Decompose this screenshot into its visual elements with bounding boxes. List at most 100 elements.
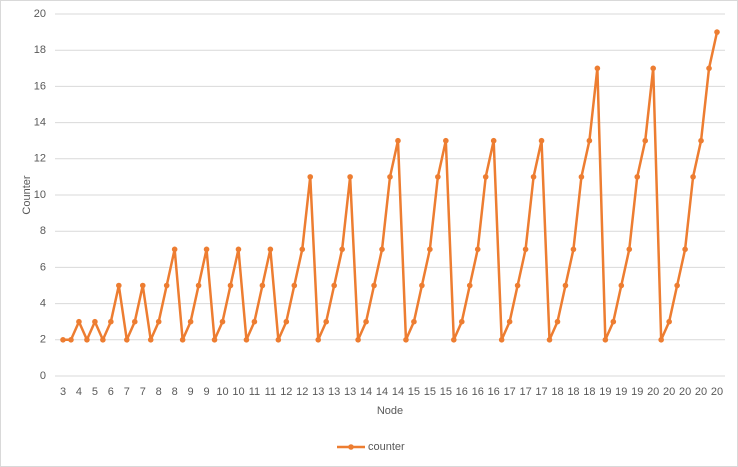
data-point [84,337,90,343]
x-tick-label: 19 [615,386,627,398]
x-tick-label: 10 [232,386,244,398]
data-point [594,65,601,72]
y-tick-label: 16 [34,80,46,92]
data-point [642,137,649,144]
data-point [403,337,409,343]
x-tick-label: 16 [456,386,468,398]
data-point [195,282,202,289]
data-point [347,174,353,180]
x-tick-label: 4 [76,386,82,398]
data-point [554,318,561,325]
data-point [131,318,138,325]
x-axis-title: Node [377,405,403,417]
x-tick-label: 11 [249,386,260,398]
x-tick-label: 13 [344,386,356,398]
data-point [387,174,393,180]
y-tick-label: 0 [40,370,46,382]
data-point [355,337,361,343]
y-tick-label: 6 [40,261,46,273]
data-point [586,137,593,144]
y-axis-title: Counter [21,175,33,214]
y-tick-label: 18 [34,44,46,56]
data-point [259,282,266,289]
data-point [283,318,290,325]
x-tick-label: 8 [156,386,162,398]
data-point [690,174,696,180]
data-point [363,318,369,325]
data-point [251,318,258,325]
data-point [155,318,162,325]
x-tick-label: 8 [172,386,178,398]
x-tick-label: 20 [647,386,659,398]
x-tick-label: 6 [108,386,114,398]
data-point [530,174,537,180]
data-point [538,137,545,144]
x-tick-label: 15 [408,386,420,398]
legend-marker [348,444,354,450]
x-tick-label: 9 [188,386,194,398]
data-point [116,282,122,289]
x-tick-label: 7 [140,386,146,398]
data-point [522,246,529,253]
x-tick-label: 19 [631,386,643,398]
data-point [124,337,130,343]
data-point [482,174,489,180]
y-tick-label: 14 [34,117,46,129]
y-tick-label: 2 [40,334,46,346]
data-point [315,337,322,343]
data-point [299,246,306,253]
y-tick-label: 20 [34,8,46,20]
data-point [674,282,680,289]
data-point [443,137,449,144]
x-tick-label: 13 [328,386,340,398]
x-tick-label: 15 [424,386,436,398]
data-point [578,174,585,180]
data-point [602,337,609,343]
data-point [562,282,569,289]
data-point [307,174,314,180]
data-point [92,318,98,325]
data-point [275,337,282,343]
data-point [291,282,298,289]
data-point [147,337,154,343]
data-point [395,137,401,144]
data-point [435,174,441,180]
data-point [490,137,497,144]
data-point [618,282,625,289]
data-point [714,29,720,35]
x-tick-label: 19 [599,386,611,398]
data-point [498,337,505,343]
data-point [610,318,617,325]
x-tick-label: 18 [567,386,579,398]
data-point [323,318,329,325]
data-point [427,246,433,253]
data-point [682,246,688,253]
x-tick-label: 14 [376,386,388,398]
data-point [211,337,218,343]
x-tick-label: 11 [265,386,276,398]
x-tick-label: 20 [679,386,691,398]
data-point [227,282,234,289]
x-tick-label: 5 [92,386,98,398]
x-tick-label: 12 [296,386,308,398]
data-point [219,318,226,325]
x-tick-label: 17 [519,386,531,398]
x-tick-label: 18 [551,386,563,398]
data-point [76,318,82,325]
x-tick-label: 9 [203,386,209,398]
x-tick-label: 12 [280,386,292,398]
data-point [458,318,465,325]
x-tick-label: 20 [711,386,723,398]
data-point [68,337,74,343]
x-tick-label: 3 [60,386,66,398]
legend-label: counter [368,441,405,453]
data-point [163,282,170,289]
x-tick-label: 16 [472,386,484,398]
y-tick-label: 12 [34,153,46,165]
data-point [506,318,513,325]
data-point [203,246,210,253]
x-tick-label: 7 [124,386,130,398]
data-point [108,318,114,325]
